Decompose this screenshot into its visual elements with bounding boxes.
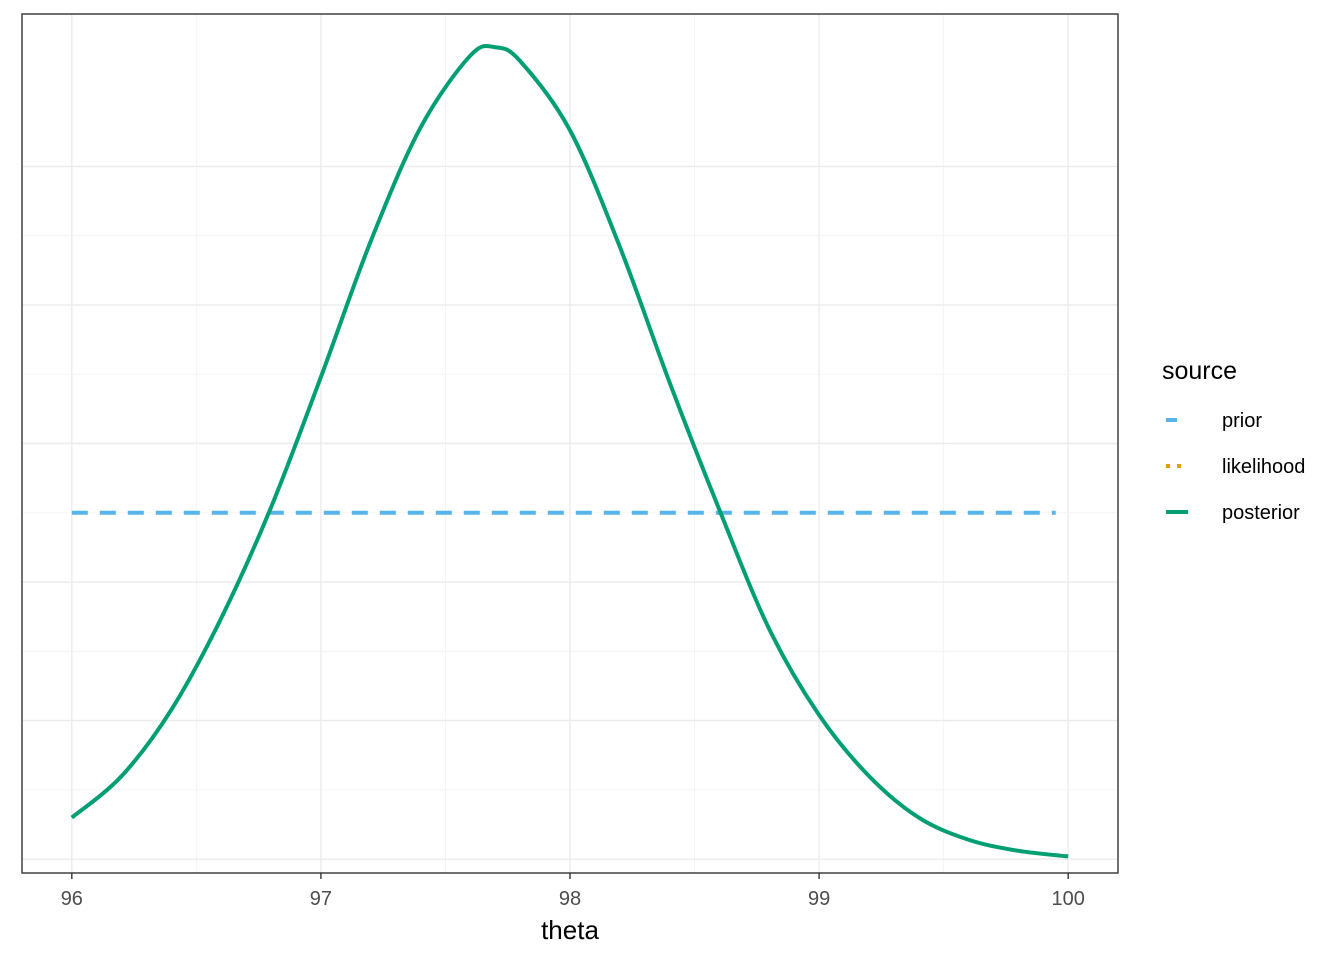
x-tick-label: 98 [559,888,581,910]
x-tick-label: 99 [808,888,830,910]
legend-label-prior: prior [1222,410,1262,432]
series-line-posterior [70,43,1069,859]
x-tick-label: 96 [61,888,83,910]
x-tick-label: 100 [1051,888,1084,910]
legend: source prior likelihood posterior [1162,357,1305,524]
x-tick-label: 97 [310,888,332,910]
series-layer [70,43,1069,859]
x-axis-title: theta [541,915,599,945]
legend-label-likelihood: likelihood [1222,456,1305,478]
legend-label-posterior: posterior [1222,502,1300,524]
legend-title: source [1162,357,1237,385]
grid [22,14,1118,873]
x-axis: 96 97 98 99 100 [61,873,1085,910]
